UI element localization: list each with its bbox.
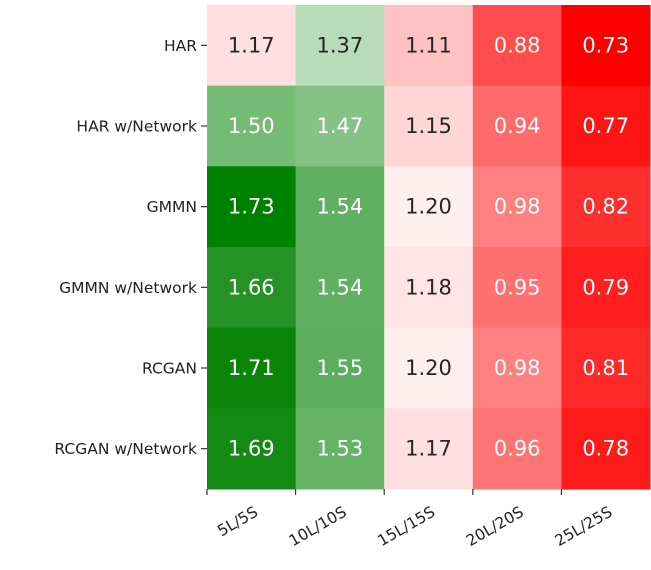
cell-value-label: 1.11: [405, 33, 452, 57]
cell-value-label: 0.94: [494, 114, 541, 138]
heatmap-cell: [472, 5, 562, 87]
heatmap-cell: [207, 408, 297, 490]
heatmap-cell: [207, 327, 297, 409]
cell-value-label: 1.73: [228, 195, 275, 219]
cell-value-label: 1.55: [317, 356, 364, 380]
cell-value-label: 0.95: [494, 275, 541, 299]
y-tick-label: GMMN: [147, 198, 197, 216]
heatmap-cell: [472, 85, 562, 167]
heatmap-cell: [472, 408, 562, 490]
heatmap-cell: [295, 85, 385, 167]
heatmap-cell: [384, 85, 474, 167]
heatmap-cell: [384, 408, 474, 490]
heatmap-cell-labels: 1.17 1.37 1.11 0.88 0.73 1.50 1.47 1.15 0.94 0.77…: [228, 33, 629, 460]
cell-value-label: 1.37: [317, 33, 364, 57]
heatmap-cell: [295, 408, 385, 490]
heatmap-cell: [384, 247, 474, 329]
y-axis: HAR HAR w/Network GMMN GMMN w/Network RCGAN R…: [54, 37, 207, 458]
heatmap-cell: [207, 85, 297, 167]
heatmap-cell: [472, 327, 562, 409]
cell-value-label: 0.88: [494, 33, 541, 57]
heatmap-cell: [384, 5, 474, 87]
heatmap-cell: [561, 85, 651, 167]
cell-value-label: 0.98: [494, 356, 541, 380]
heatmap-cell: [472, 247, 562, 329]
x-tick-label: 15L/15S: [375, 503, 439, 550]
cell-value-label: 0.73: [582, 33, 629, 57]
cell-value-label: 1.69: [228, 437, 275, 461]
heatmap-cell: [295, 247, 385, 329]
heatmap-cell: [384, 327, 474, 409]
cell-value-label: 1.54: [317, 275, 364, 299]
heatmap-cells: [207, 5, 651, 490]
cell-value-label: 1.71: [228, 356, 275, 380]
cell-value-label: 1.18: [405, 275, 452, 299]
cell-value-label: 1.20: [405, 195, 452, 219]
cell-value-label: 1.66: [228, 275, 275, 299]
y-tick-label: HAR: [164, 37, 197, 55]
heatmap-cell: [561, 408, 651, 490]
y-tick-label: RCGAN w/Network: [54, 440, 197, 458]
heatmap-cell: [561, 5, 651, 87]
y-tick-label: HAR w/Network: [76, 118, 197, 136]
heatmap-cell: [561, 166, 651, 248]
heatmap-cell: [295, 5, 385, 87]
y-tick-label: RCGAN: [142, 360, 197, 378]
cell-value-label: 0.81: [582, 356, 629, 380]
heatmap-cell: [384, 166, 474, 248]
x-tick-label: 20L/20S: [463, 503, 527, 550]
cell-value-label: 1.17: [228, 33, 275, 57]
cell-value-label: 1.47: [317, 114, 364, 138]
cell-value-label: 1.15: [405, 114, 452, 138]
cell-value-label: 0.96: [494, 437, 541, 461]
cell-value-label: 1.50: [228, 114, 275, 138]
heatmap-cell: [207, 166, 297, 248]
x-tick-label: 5L/5S: [214, 503, 261, 540]
x-tick-label: 25L/25S: [552, 503, 616, 550]
x-axis: 5L/5S 10L/10S 15L/15S 20L/20S 25L/25S: [206, 489, 616, 550]
cell-value-label: 0.79: [582, 275, 629, 299]
heatmap-cell: [561, 247, 651, 329]
cell-value-label: 0.82: [582, 195, 629, 219]
heatmap-cell: [472, 166, 562, 248]
heatmap-cell: [207, 5, 297, 87]
cell-value-label: 0.78: [582, 437, 629, 461]
heatmap-cell: [561, 327, 651, 409]
cell-value-label: 1.53: [317, 437, 364, 461]
cell-value-label: 0.77: [582, 114, 629, 138]
cell-value-label: 0.98: [494, 195, 541, 219]
cell-value-label: 1.20: [405, 356, 452, 380]
x-tick-label: 10L/10S: [286, 503, 350, 550]
heatmap-cell: [295, 327, 385, 409]
cell-value-label: 1.17: [405, 437, 452, 461]
y-tick-label: GMMN w/Network: [59, 279, 197, 297]
cell-value-label: 1.54: [317, 195, 364, 219]
heatmap-cell: [295, 166, 385, 248]
heatmap-cell: [207, 247, 297, 329]
